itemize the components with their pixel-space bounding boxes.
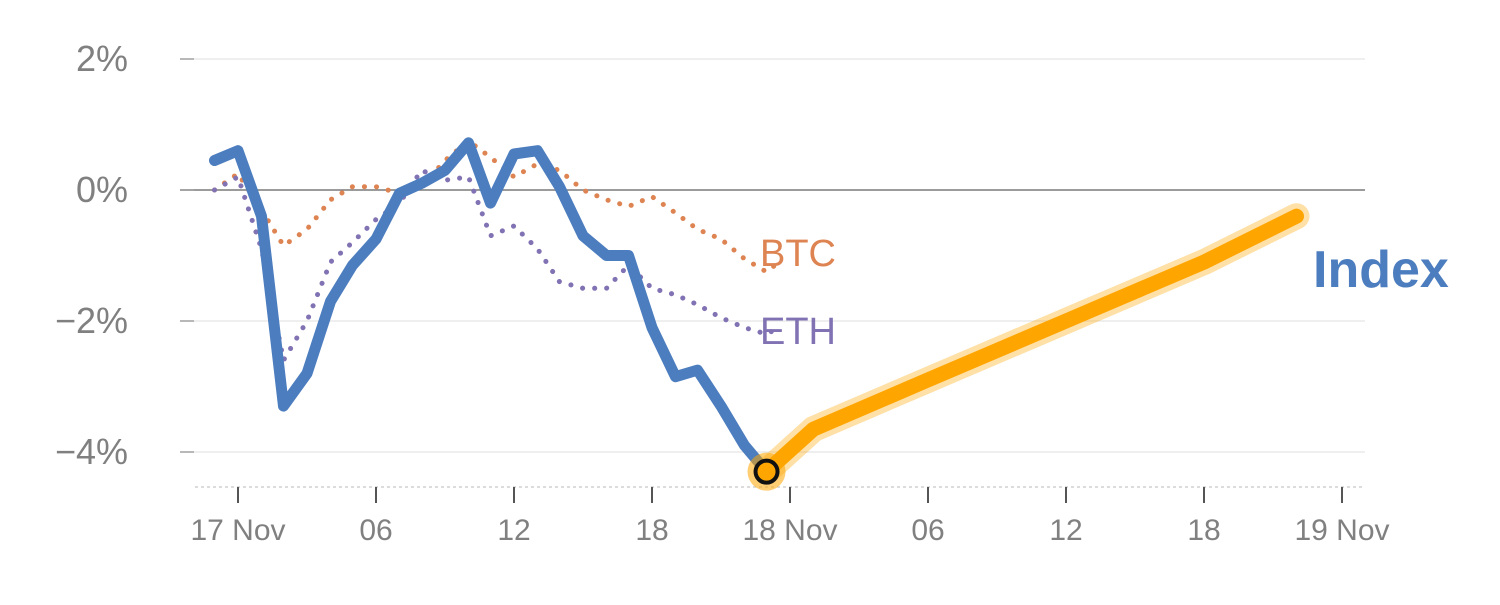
x-tick-label: 19 Nov [1294, 514, 1389, 547]
x-tick-label: 06 [359, 514, 392, 547]
series-line-projection [759, 208, 1304, 480]
x-tick-label: 12 [497, 514, 530, 547]
x-tick-label: 18 Nov [742, 514, 837, 547]
series-label-index: Index [1313, 241, 1449, 299]
series-line-index [209, 137, 772, 478]
y-tick-label: −2% [55, 300, 128, 341]
series-label-btc: BTC [760, 233, 836, 275]
x-tick-label: 12 [1049, 514, 1082, 547]
x-tick-label: 17 Nov [190, 514, 285, 547]
y-tick-label: 2% [76, 38, 128, 79]
series-line-btc [212, 138, 782, 275]
y-tick-label: −4% [55, 431, 128, 472]
x-tick-label: 18 [635, 514, 668, 547]
x-tick-label: 06 [911, 514, 944, 547]
y-tick-label: 0% [76, 169, 128, 210]
x-tick-label: 18 [1187, 514, 1220, 547]
current-point-marker [753, 458, 780, 485]
series-label-eth: ETH [760, 311, 836, 353]
series-line-eth [212, 167, 782, 363]
